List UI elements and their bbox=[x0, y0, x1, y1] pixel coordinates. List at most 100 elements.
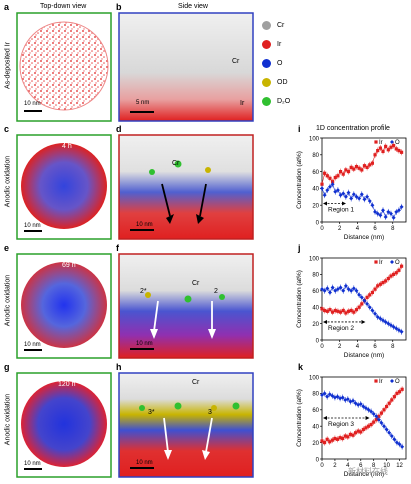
header-top-down: Top-down view bbox=[40, 3, 87, 10]
data-point-o bbox=[322, 391, 327, 396]
data-point-ir bbox=[387, 401, 391, 405]
panel-letter-e: e bbox=[4, 243, 10, 253]
legend-label-d2o: D₂O bbox=[277, 98, 291, 105]
region-arrow-left bbox=[323, 201, 327, 206]
data-point-ir bbox=[328, 308, 332, 312]
legend-item-ir: Ir bbox=[262, 35, 322, 54]
data-point-ir bbox=[338, 170, 343, 174]
data-point-o bbox=[325, 188, 330, 193]
y-tick-label: 40 bbox=[312, 187, 319, 193]
panel-letter-b: b bbox=[116, 2, 122, 12]
x-tick-label: 12 bbox=[396, 463, 403, 469]
data-point-ir bbox=[362, 164, 367, 168]
data-point-o bbox=[351, 398, 356, 403]
data-point-ir bbox=[378, 146, 382, 150]
legend-swatch-d2o bbox=[262, 97, 271, 106]
y-axis-label: Concentration (at%) bbox=[296, 270, 303, 328]
legend-label-ir: Ir bbox=[379, 140, 383, 146]
data-point-ir bbox=[366, 424, 371, 428]
data-point-ir bbox=[354, 431, 358, 435]
data-point-o bbox=[349, 288, 354, 293]
x-tick-label: 6 bbox=[373, 226, 377, 232]
data-point-ir bbox=[349, 308, 353, 313]
data-point-ir bbox=[333, 308, 337, 313]
y-tick-label: 0 bbox=[316, 457, 320, 463]
legend-label-o: O bbox=[395, 379, 400, 385]
data-point-o bbox=[351, 192, 356, 197]
data-point-ir bbox=[399, 150, 404, 154]
x-axis-label: Distance (nm) bbox=[344, 352, 384, 359]
data-point-o bbox=[379, 420, 384, 425]
data-point-ir bbox=[325, 309, 329, 313]
data-point-o bbox=[361, 404, 366, 409]
legend-marker-ir bbox=[374, 379, 378, 383]
data-point-o bbox=[374, 414, 379, 419]
data-point-o bbox=[359, 295, 364, 300]
data-point-o bbox=[346, 287, 351, 292]
data-point-o bbox=[335, 188, 340, 193]
species-legend: Cr Ir O OD D₂O bbox=[262, 16, 322, 111]
data-point-o bbox=[335, 287, 340, 292]
region-arrow-left bbox=[323, 416, 327, 420]
data-point-o bbox=[378, 213, 383, 218]
x-tick-label: 6 bbox=[373, 344, 377, 350]
data-point-o bbox=[330, 393, 335, 398]
legend-item-cr: Cr bbox=[262, 16, 322, 35]
region-arrow-right bbox=[341, 201, 346, 206]
data-point-o bbox=[359, 192, 364, 197]
data-point-ir bbox=[373, 287, 377, 291]
y-tick-label: 100 bbox=[309, 375, 320, 381]
side-cr-label-f: Cr bbox=[192, 280, 200, 287]
region-label: Region 2 bbox=[328, 325, 354, 332]
legend-swatch-ir bbox=[262, 40, 271, 49]
data-point-ir bbox=[376, 149, 380, 153]
data-point-o bbox=[381, 318, 386, 323]
data-point-ir bbox=[323, 308, 327, 313]
data-point-o bbox=[330, 285, 335, 290]
concentration-chart-i: 0 20 40 60 80 100 0 2 4 6 8 Distance (nm) Concentrat… bbox=[296, 136, 407, 241]
y-tick-label: 40 bbox=[312, 306, 319, 312]
legend-swatch-o bbox=[262, 59, 271, 68]
header-side-view: Side view bbox=[178, 3, 208, 10]
data-point-ir bbox=[370, 161, 374, 165]
data-point-ir bbox=[370, 290, 374, 295]
x-tick-label: 2 bbox=[333, 463, 337, 469]
data-point-o bbox=[366, 407, 371, 412]
side-mark-3star: 3* bbox=[148, 409, 155, 416]
data-point-ir bbox=[372, 420, 376, 424]
data-point-ir bbox=[336, 174, 340, 178]
legend-label-cr: Cr bbox=[277, 22, 285, 29]
data-point-o bbox=[388, 211, 393, 216]
data-point-ir bbox=[400, 387, 404, 391]
data-point-ir bbox=[384, 279, 388, 283]
data-point-o bbox=[367, 199, 372, 203]
x-tick-label: 2 bbox=[338, 226, 342, 232]
region-arrow-left bbox=[323, 319, 327, 324]
data-point-ir bbox=[323, 171, 327, 175]
data-point-o bbox=[322, 288, 327, 293]
data-point-ir bbox=[354, 308, 359, 312]
data-point-o bbox=[391, 215, 396, 220]
data-point-ir bbox=[381, 149, 385, 154]
data-point-ir bbox=[364, 426, 368, 430]
data-point-o bbox=[382, 424, 387, 429]
y-tick-label: 20 bbox=[312, 322, 319, 328]
data-point-o bbox=[349, 196, 354, 201]
data-point-ir bbox=[395, 391, 399, 395]
concentration-chart-k: 0 20 40 60 80 100 0 2 4 6 8 10 12 Distance (nm) Concen… bbox=[296, 375, 407, 478]
row-label-3: Anodic oxidation bbox=[4, 274, 12, 327]
data-point-o bbox=[333, 189, 338, 194]
data-point-o bbox=[394, 326, 399, 331]
x-axis-label: Distance (nm) bbox=[344, 471, 384, 478]
scale-label-a: 10 nm bbox=[24, 101, 41, 107]
data-point-o bbox=[346, 190, 351, 195]
y-tick-label: 100 bbox=[309, 256, 320, 262]
plot-frame bbox=[321, 257, 407, 341]
data-point-o bbox=[340, 395, 345, 400]
data-point-o bbox=[356, 402, 361, 407]
data-point-ir bbox=[397, 149, 401, 153]
data-point-ir bbox=[349, 165, 353, 169]
data-point-o bbox=[365, 301, 370, 306]
plot-frame bbox=[321, 376, 407, 460]
scale-label-g: 10 nm bbox=[24, 461, 41, 467]
